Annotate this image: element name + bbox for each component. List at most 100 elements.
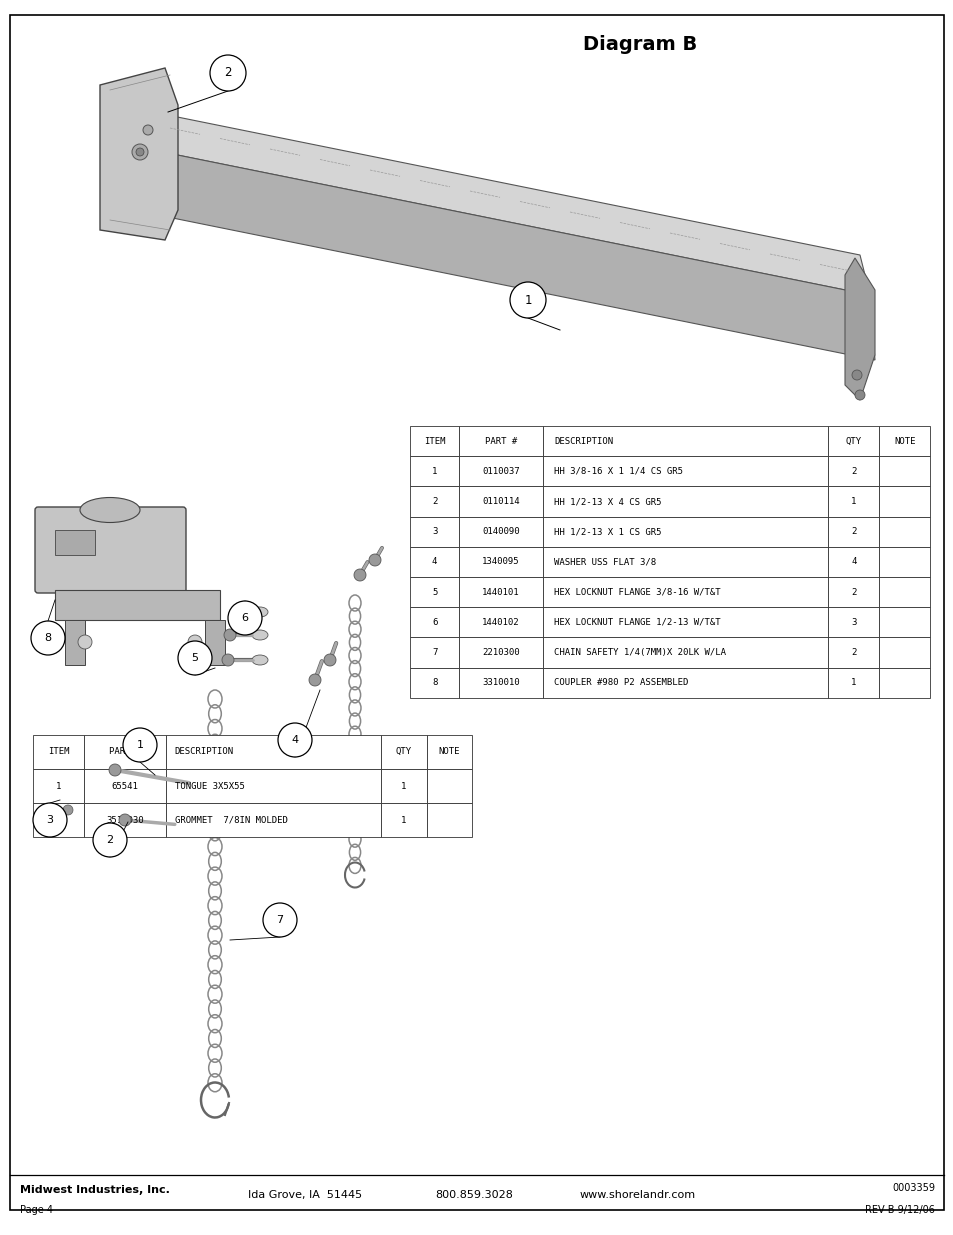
Bar xyxy=(380,735,426,769)
Text: QTY: QTY xyxy=(395,747,412,756)
Bar xyxy=(426,769,472,803)
Bar xyxy=(542,426,827,456)
Bar xyxy=(458,547,542,577)
Bar xyxy=(84,803,166,837)
Text: 800.859.3028: 800.859.3028 xyxy=(435,1191,513,1200)
Text: REV B 9/12/06: REV B 9/12/06 xyxy=(864,1205,934,1215)
Text: 1: 1 xyxy=(136,740,143,750)
Circle shape xyxy=(136,148,144,156)
Text: 1: 1 xyxy=(400,816,406,825)
Circle shape xyxy=(851,370,862,380)
Text: HH 1/2-13 X 1 CS GR5: HH 1/2-13 X 1 CS GR5 xyxy=(554,527,661,536)
Text: 4: 4 xyxy=(850,557,856,567)
Text: 7: 7 xyxy=(432,648,436,657)
Text: 8: 8 xyxy=(432,678,436,687)
Bar xyxy=(827,456,879,487)
Text: 0140090: 0140090 xyxy=(481,527,519,536)
FancyBboxPatch shape xyxy=(35,508,186,593)
Ellipse shape xyxy=(252,655,268,664)
Text: 0003359: 0003359 xyxy=(891,1183,934,1193)
Text: Ida Grove, IA  51445: Ida Grove, IA 51445 xyxy=(248,1191,362,1200)
Bar xyxy=(542,516,827,547)
Circle shape xyxy=(354,569,366,580)
Bar xyxy=(380,803,426,837)
Polygon shape xyxy=(118,105,869,295)
Bar xyxy=(458,456,542,487)
Bar xyxy=(380,769,426,803)
Bar xyxy=(410,668,458,698)
Text: TONGUE 3X5X55: TONGUE 3X5X55 xyxy=(174,782,244,790)
Text: 2: 2 xyxy=(224,67,232,79)
Circle shape xyxy=(178,641,212,676)
Text: HH 1/2-13 X 4 CS GR5: HH 1/2-13 X 4 CS GR5 xyxy=(554,496,661,506)
Bar xyxy=(410,426,458,456)
Bar xyxy=(33,735,84,769)
Bar xyxy=(458,637,542,668)
Text: 2: 2 xyxy=(850,648,856,657)
Ellipse shape xyxy=(252,606,268,618)
Text: 6: 6 xyxy=(432,618,436,627)
Ellipse shape xyxy=(80,498,140,522)
Bar xyxy=(458,426,542,456)
Bar xyxy=(827,426,879,456)
Text: QTY: QTY xyxy=(844,437,861,446)
Bar xyxy=(827,608,879,637)
Text: NOTE: NOTE xyxy=(893,437,915,446)
Text: GROMMET  7/8IN MOLDED: GROMMET 7/8IN MOLDED xyxy=(174,816,287,825)
Bar xyxy=(827,637,879,668)
Polygon shape xyxy=(128,144,874,359)
Circle shape xyxy=(277,722,312,757)
Bar xyxy=(84,735,166,769)
Text: 3: 3 xyxy=(47,815,53,825)
Text: 1440102: 1440102 xyxy=(481,618,519,627)
Bar xyxy=(458,577,542,608)
Circle shape xyxy=(309,674,320,685)
Circle shape xyxy=(222,655,233,666)
Bar xyxy=(827,547,879,577)
Circle shape xyxy=(228,601,262,635)
Text: 2: 2 xyxy=(850,467,856,475)
Text: 0110114: 0110114 xyxy=(481,496,519,506)
Bar xyxy=(426,735,472,769)
Circle shape xyxy=(92,823,127,857)
Text: 1440101: 1440101 xyxy=(481,588,519,597)
Text: 4: 4 xyxy=(432,557,436,567)
Circle shape xyxy=(33,803,67,837)
Text: 5: 5 xyxy=(432,588,436,597)
Bar xyxy=(458,608,542,637)
Bar xyxy=(410,608,458,637)
Bar xyxy=(458,516,542,547)
Text: 1: 1 xyxy=(400,782,406,790)
Bar xyxy=(542,456,827,487)
Bar xyxy=(410,547,458,577)
Polygon shape xyxy=(844,258,874,400)
Bar xyxy=(542,487,827,516)
Circle shape xyxy=(132,144,148,161)
Bar xyxy=(879,547,929,577)
Text: HEX LOCKNUT FLANGE 3/8-16 W/T&T: HEX LOCKNUT FLANGE 3/8-16 W/T&T xyxy=(554,588,720,597)
Bar xyxy=(33,803,84,837)
Text: 4: 4 xyxy=(291,735,298,745)
Text: 3310010: 3310010 xyxy=(481,678,519,687)
Bar xyxy=(33,769,84,803)
Text: 2: 2 xyxy=(107,835,113,845)
Text: DESCRIPTION: DESCRIPTION xyxy=(554,437,613,446)
Text: 1: 1 xyxy=(524,294,531,306)
Bar xyxy=(542,668,827,698)
Text: 3: 3 xyxy=(850,618,856,627)
Bar xyxy=(827,487,879,516)
Polygon shape xyxy=(55,590,220,620)
Text: NOTE: NOTE xyxy=(438,747,459,756)
Text: ITEM: ITEM xyxy=(423,437,445,446)
Text: DESCRIPTION: DESCRIPTION xyxy=(174,747,233,756)
Text: 7: 7 xyxy=(276,915,283,925)
Text: 0110037: 0110037 xyxy=(481,467,519,475)
Bar xyxy=(542,637,827,668)
Circle shape xyxy=(224,629,235,641)
Text: 1: 1 xyxy=(850,496,856,506)
Bar xyxy=(410,577,458,608)
Bar xyxy=(879,516,929,547)
Polygon shape xyxy=(205,620,225,664)
Bar xyxy=(879,577,929,608)
Text: 1: 1 xyxy=(56,782,61,790)
